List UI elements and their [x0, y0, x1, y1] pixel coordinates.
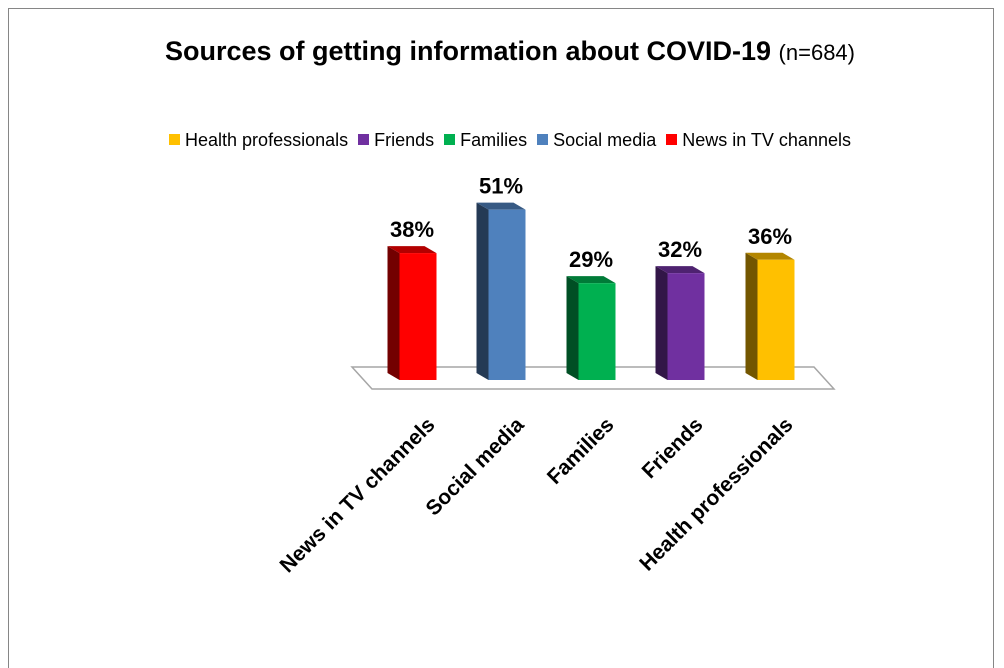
bar-top: [566, 276, 616, 284]
legend-label: Families: [460, 130, 528, 150]
category-label: News in TV channels: [276, 413, 440, 577]
data-label: 51%: [479, 174, 523, 199]
data-label: 36%: [748, 224, 792, 249]
legend-swatch: [169, 134, 181, 145]
legend-item: Families: [444, 130, 527, 151]
bar-top: [387, 246, 437, 254]
bar: [667, 273, 705, 380]
category-label: Health professionals: [635, 413, 797, 575]
bar: [488, 209, 526, 380]
legend-swatch: [358, 134, 370, 145]
chart-title-text: Sources of getting information about COV…: [165, 36, 772, 66]
bar-top: [655, 266, 705, 274]
legend-item: Health professionals: [169, 130, 348, 151]
bar-side: [745, 252, 758, 380]
data-label: 38%: [390, 217, 434, 242]
bar: [399, 253, 437, 380]
legend-swatch: [666, 134, 678, 145]
legend-item: Friends: [358, 130, 434, 151]
bar-side: [655, 266, 668, 380]
bar: [578, 283, 616, 380]
legend-swatch: [444, 134, 456, 145]
bar-top: [745, 252, 795, 260]
legend-label: Health professionals: [185, 130, 349, 150]
chart-legend: Health professionals Friends Families Socia…: [0, 130, 1004, 151]
bar-side: [476, 202, 489, 380]
legend-label: News in TV channels: [682, 130, 851, 150]
legend-label: Friends: [374, 130, 435, 150]
bar-side: [387, 246, 400, 380]
chart-title: Sources of getting information about COV…: [0, 36, 1004, 67]
legend-label: Social media: [553, 130, 657, 150]
chart-subtitle: (n=684): [778, 40, 855, 65]
bar-side: [566, 276, 579, 380]
legend-swatch: [537, 134, 549, 145]
data-label: 29%: [569, 247, 613, 272]
bar: [757, 259, 795, 380]
category-label: Friends: [638, 413, 708, 483]
data-label: 32%: [658, 237, 702, 262]
legend-item: News in TV channels: [666, 130, 851, 151]
category-label: Families: [543, 413, 619, 489]
legend-item: Social media: [537, 130, 656, 151]
bar-top: [476, 202, 526, 210]
